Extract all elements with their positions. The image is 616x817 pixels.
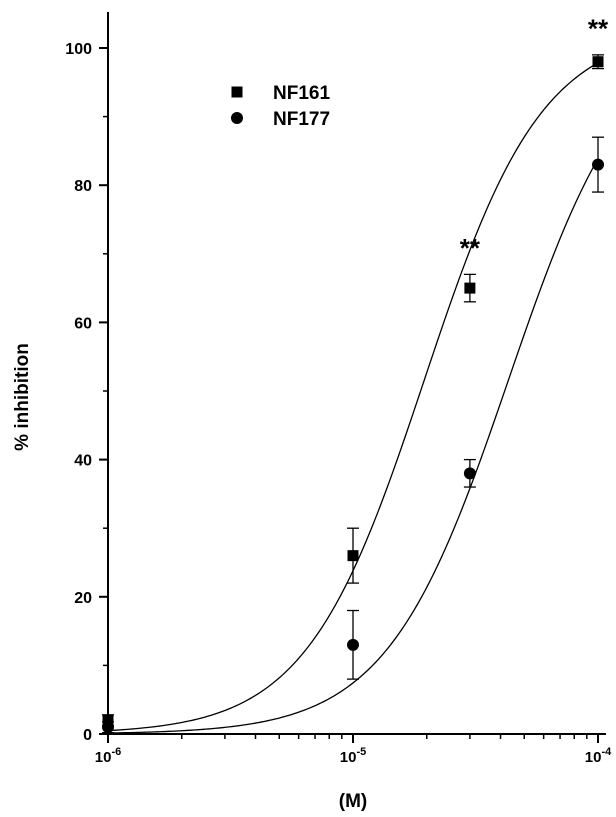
data-points [102,54,604,734]
data-point-square [464,282,476,294]
data-point-circle [347,638,359,651]
data-point-circle [463,467,476,480]
x-axis-label: (M) [339,791,367,812]
series-nf161 [102,54,604,727]
y-axis-label: % inhibition [12,343,33,451]
legend-label: NF177 [273,109,330,130]
significance-marker: ** [460,233,481,263]
y-tick-label: 60 [74,315,92,332]
data-point-square [347,550,359,562]
fit-curve-nf177 [107,158,599,734]
significance-marker: ** [588,13,609,43]
y-tick-label: 20 [74,590,92,607]
legend-item-nf177: NF177 [231,109,330,130]
legend-label: NF161 [273,83,330,104]
data-point-circle [592,158,604,171]
x-tick-label: 10-5 [340,746,366,766]
y-tick-label: 80 [74,178,92,195]
legend: NF161 NF177 [231,83,330,130]
legend-marker-square [231,86,243,98]
y-tick-label: 100 [65,41,92,58]
y-tick-label: 40 [74,453,92,470]
legend-item-nf161: NF161 [231,83,330,104]
data-point-circle [102,721,114,734]
data-point-square [592,56,604,68]
axes: 0 20 40 60 80 100 10-6 10-5 10-4 [65,12,612,766]
series-nf177 [102,136,604,734]
x-tick-label: 10-6 [95,746,121,766]
y-tick-label: 0 [83,727,92,744]
legend-marker-circle [231,112,243,124]
x-tick-label: 10-4 [585,746,612,766]
annotations: ** ** [460,13,609,263]
data-point-square [102,714,114,726]
